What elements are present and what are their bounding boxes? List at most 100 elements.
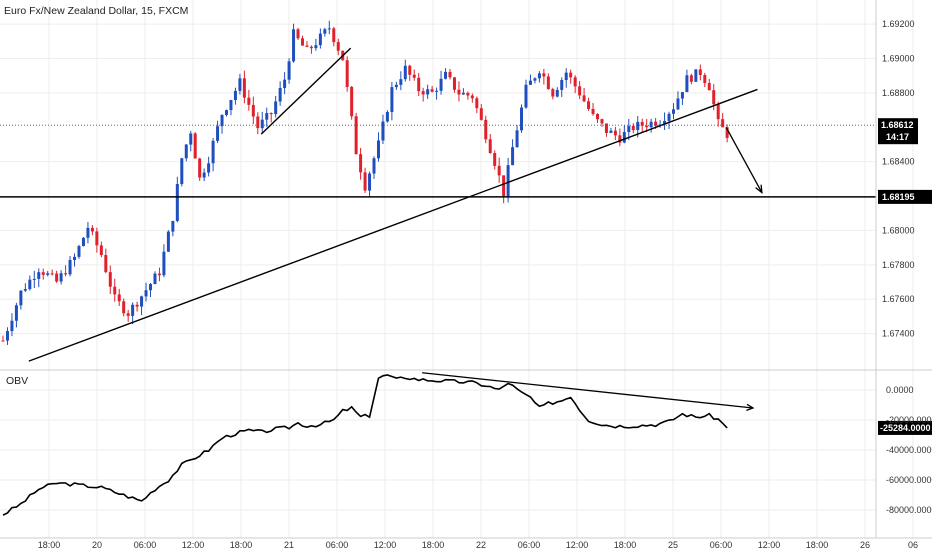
candle-body [198,158,202,178]
candle-body [596,114,600,120]
candle-body [157,273,161,276]
candle-body [95,231,99,246]
candle-body [260,119,264,129]
candle-body [287,61,291,80]
candle-body [385,112,389,122]
price-tick-label: 1.69200 [882,19,915,29]
time-tick-label: 12:00 [758,540,781,550]
candle-body [582,95,586,102]
candle-body [645,125,649,128]
candle-body [609,130,613,133]
candle-body [265,113,269,120]
candle-body [113,286,117,295]
candle-body [694,69,698,82]
candle-body [220,114,224,127]
candle-body [524,84,528,108]
price-tick-label: 1.67600 [882,294,915,304]
candle-body [707,83,711,91]
candle-body [654,121,658,126]
candle-body [685,75,689,93]
price-tick-label: 1.69000 [882,53,915,63]
candle-body [493,153,497,166]
candle-body [5,331,9,341]
drawing-overlays: 1.68195 1.68612 14:17 [0,47,932,362]
candle-body [131,304,135,316]
price-tick-label: 1.68400 [882,157,915,167]
countdown-label: 14:17 [886,132,909,142]
candle-body [604,123,608,133]
candle-body [314,45,318,49]
candle-body [578,86,582,96]
time-tick-label: 12:00 [374,540,397,550]
candle-body [399,79,403,85]
candle-body [211,140,215,164]
time-tick-label: 06 [908,540,918,550]
candle-body [426,89,430,95]
candle-body [573,77,577,87]
candle-body [122,301,126,314]
candle-body [216,126,220,141]
indicator-label: OBV [6,375,28,387]
candle-body [649,121,653,128]
candle-body [278,87,282,102]
candle-body [50,273,54,275]
candle-body [618,135,622,143]
candle-body [435,90,439,92]
candle-body [394,84,398,88]
candle-body [256,116,260,129]
candle-body [613,130,617,136]
grid [0,0,914,538]
candle-body [207,163,211,173]
candle-body [461,92,465,95]
candle-body [421,91,425,95]
price-tick-label: 1.67400 [882,329,915,339]
time-tick-label: 06:00 [518,540,541,550]
candle-body [336,42,340,51]
candle-body [162,251,166,276]
candle-body [520,107,524,131]
time-tick-label: 26 [860,540,870,550]
candle-body [430,89,434,92]
current-price-label: 1.68612 [881,120,914,130]
candle-body [149,284,153,291]
candle-body [560,80,564,90]
candle-body [448,71,452,78]
candle-body [390,87,394,113]
obv-panel: -25284.0000 [2,372,932,516]
candle-body [28,279,32,290]
candle-body [166,231,170,252]
time-tick-label: 06:00 [326,540,349,550]
time-tick-label: 06:00 [134,540,157,550]
arrow-head [755,184,763,195]
candle-body [73,256,77,260]
candle-body [587,101,591,109]
candle-body [332,28,336,43]
candle-body [251,104,255,117]
candle-body [350,86,354,117]
candle-body [680,92,684,99]
candle-body [59,273,63,282]
candle-body [376,140,380,159]
candle-body [408,65,412,75]
candle-body [10,320,14,332]
obv-trendline [422,372,754,409]
arrow-shaft [725,126,763,193]
candle-body [189,133,193,145]
time-tick-label: 18:00 [422,540,445,550]
candle-body [323,29,327,34]
obv-tick-label: -80000.0000 [886,505,932,515]
candle-body [528,80,532,85]
candle-body [542,73,546,77]
time-tick-label: 06:00 [710,540,733,550]
candle-body [274,101,278,115]
price-tick-label: 1.67800 [882,260,915,270]
candle-body [305,45,309,47]
time-tick-label: 18:00 [38,540,61,550]
obv-value-badge [878,420,932,435]
candle-body [551,89,555,97]
candle-body [676,98,680,110]
candle-body [283,79,287,88]
candle-body [667,113,671,121]
